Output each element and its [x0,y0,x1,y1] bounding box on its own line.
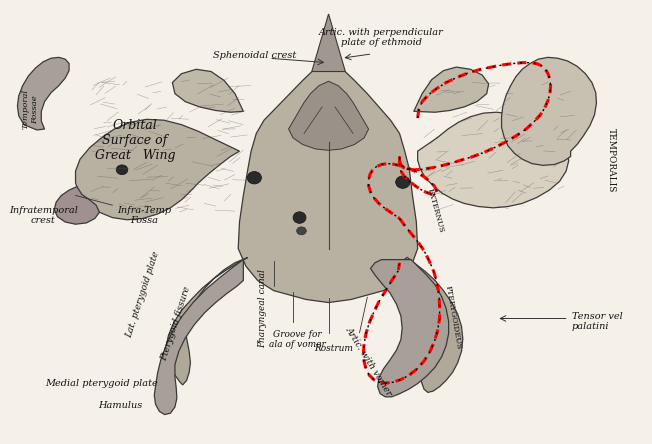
Polygon shape [54,186,99,224]
Text: Pharyngeal canal: Pharyngeal canal [258,269,267,348]
Text: Hamulus: Hamulus [98,401,143,410]
Ellipse shape [116,165,128,174]
Polygon shape [172,69,243,112]
Polygon shape [312,14,346,71]
Ellipse shape [396,176,410,188]
Text: Artic. with perpendicular
plate of ethmoid: Artic. with perpendicular plate of ethmo… [319,28,444,47]
Polygon shape [18,57,69,130]
Ellipse shape [293,212,306,223]
Polygon shape [394,258,463,392]
Polygon shape [414,67,488,112]
Text: TEMPORALIS: TEMPORALIS [607,128,615,192]
Text: Rostrum: Rostrum [314,344,353,353]
Text: Lat. pterygoid plate: Lat. pterygoid plate [125,250,162,340]
Text: Artic. with vomer: Artic. with vomer [344,325,393,397]
Polygon shape [370,260,449,397]
Text: PTERYGOIDEUS: PTERYGOIDEUS [443,285,463,350]
Polygon shape [501,57,597,165]
Polygon shape [289,81,368,151]
Polygon shape [238,58,418,302]
Ellipse shape [297,227,306,235]
Text: EXTERNUS: EXTERNUS [425,188,445,234]
Text: Tensor vel
palatini: Tensor vel palatini [572,312,623,331]
Text: Pterygoid fissure: Pterygoid fissure [159,285,192,362]
Polygon shape [155,260,243,415]
Text: Infratemporal
crest: Infratemporal crest [9,206,78,225]
Text: Medial pterygoid plate: Medial pterygoid plate [45,379,158,388]
Text: Infra-Temp
Fossa: Infra-Temp Fossa [117,206,171,225]
Text: Orbital
Surface of
Great   Wing: Orbital Surface of Great Wing [95,119,175,162]
Polygon shape [418,112,569,208]
Text: Temporal
Fossae: Temporal Fossae [22,89,39,129]
Polygon shape [76,119,239,220]
Text: Sphenoidal crest: Sphenoidal crest [213,52,296,60]
Text: Groove for
ala of vomer: Groove for ala of vomer [269,329,326,349]
Ellipse shape [247,171,261,184]
Polygon shape [166,258,248,385]
